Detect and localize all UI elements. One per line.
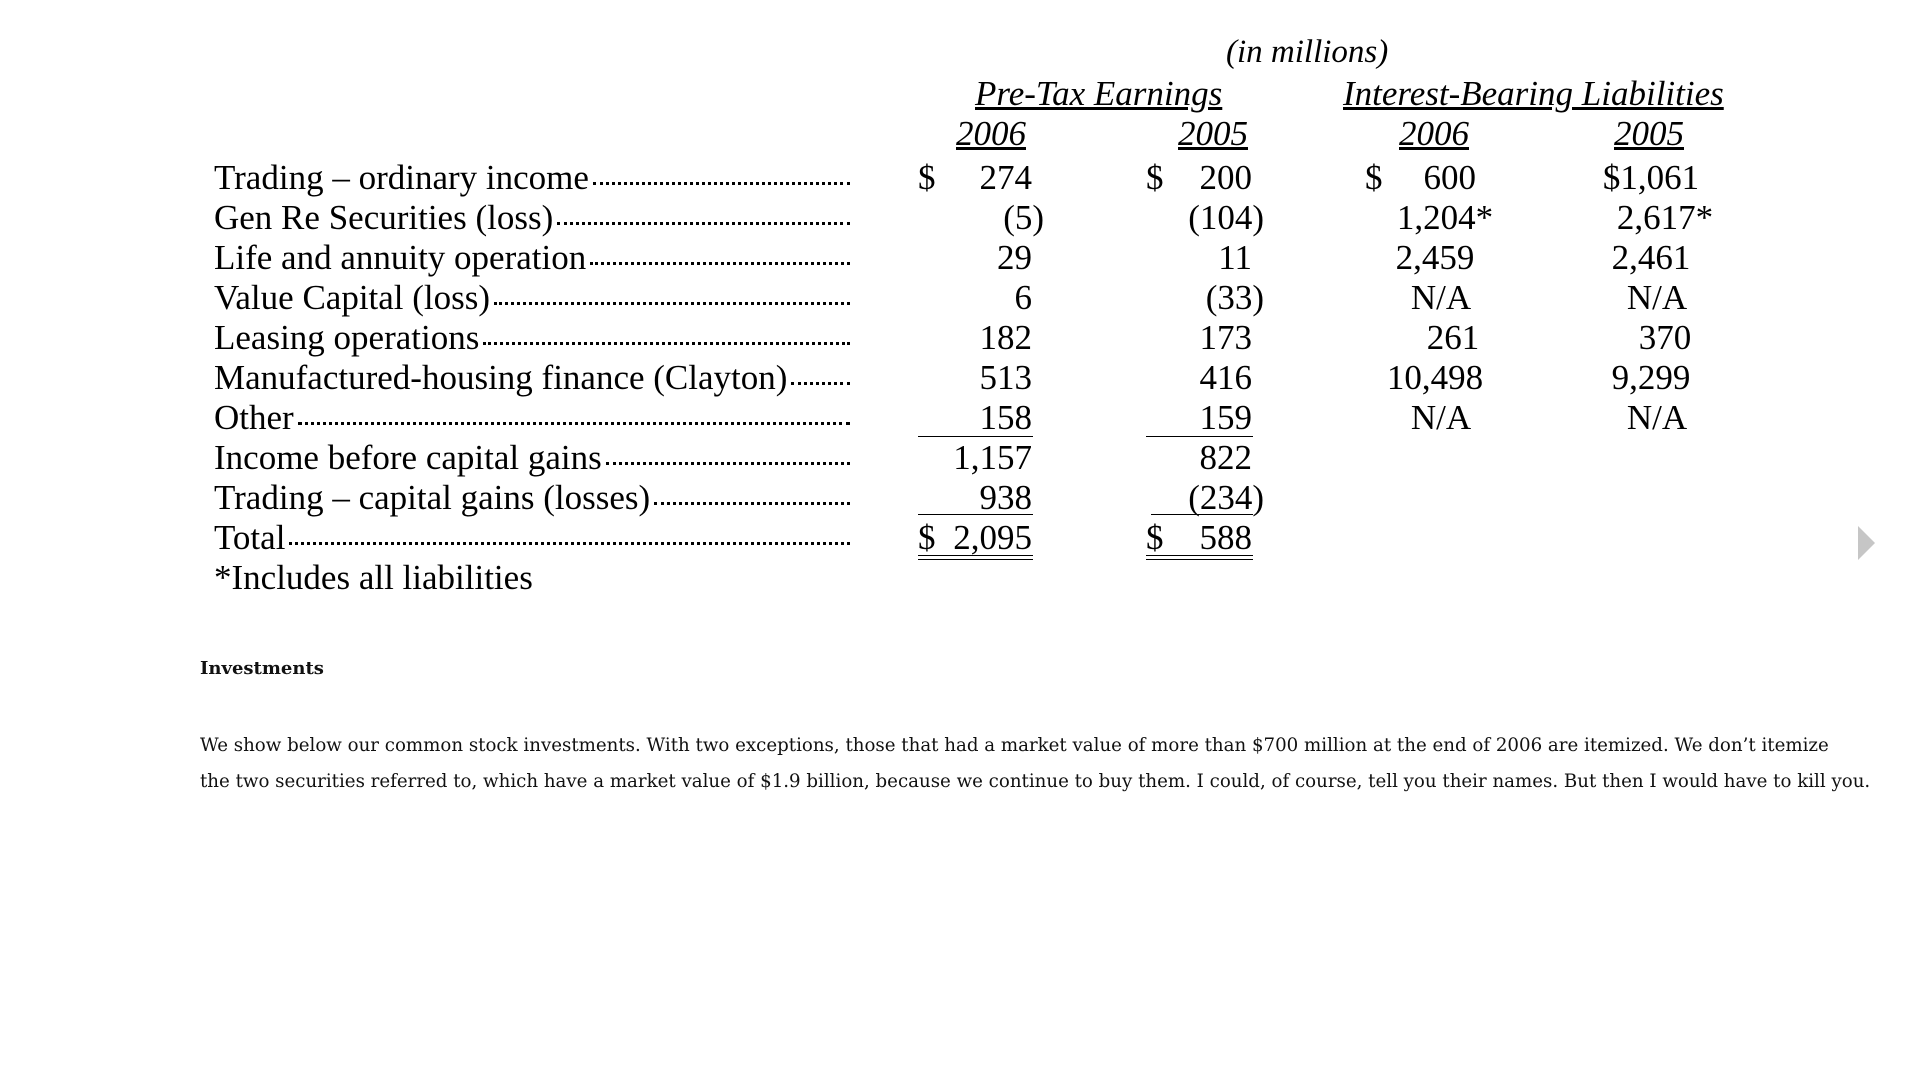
cell-liabilities-2006: 10,498 <box>1386 358 1484 397</box>
row-label-trading-capital-gains: Trading – capital gains (losses) <box>214 478 850 518</box>
row-label-leasing: Leasing operations <box>214 318 850 358</box>
group-header-interest-bearing-liabilities: Interest-Bearing Liabilities <box>1343 74 1724 113</box>
row-label-manufactured-housing: Manufactured-housing finance (Clayton) <box>214 358 850 398</box>
cell-pretax-2005: 173 <box>1199 318 1253 357</box>
paragraph-line: We show below our common stock investmen… <box>200 735 1829 756</box>
cell-liabilities-2005: 2,461 <box>1611 238 1691 277</box>
cell-liabilities-2005: N/A <box>1626 278 1688 317</box>
cell-pretax-2005: (33) <box>1205 278 1264 317</box>
cell-pretax-2005: (104) <box>1188 198 1264 237</box>
row-label-life-annuity: Life and annuity operation <box>214 238 850 278</box>
cell-pretax-2005: (234) <box>1188 478 1264 517</box>
cell-pretax-2006: 2,095 <box>953 518 1032 557</box>
year-header-liabilities-2005: 2005 <box>1614 114 1684 153</box>
year-header-pretax-2005: 2005 <box>1178 114 1248 153</box>
cell-liabilities-2006: 600 <box>1423 158 1477 197</box>
subtotal-rule <box>1151 514 1253 515</box>
row-label-text: Trading – capital gains (losses) <box>214 478 651 517</box>
dot-leader <box>605 462 850 465</box>
dot-leader <box>791 382 850 385</box>
currency-sign: $ <box>918 518 936 557</box>
cell-liabilities-2005: 370 <box>1638 318 1692 357</box>
section-heading: Investments <box>200 658 324 679</box>
body-paragraph: We show below our common stock investmen… <box>200 728 1871 800</box>
dot-leader <box>483 342 850 345</box>
next-arrow-icon[interactable] <box>1858 526 1875 560</box>
cell-pretax-2006: 274 <box>979 158 1033 197</box>
cell-pretax-2006: 158 <box>979 398 1033 437</box>
cell-liabilities-2005: $1,061 <box>1602 158 1700 197</box>
cell-liabilities-2006: 1,204* <box>1396 198 1494 237</box>
cell-pretax-2006: 182 <box>979 318 1033 357</box>
total-double-rule <box>918 555 1033 556</box>
subtotal-rule <box>918 514 1033 515</box>
total-double-rule <box>1146 559 1253 560</box>
cell-pretax-2005: 822 <box>1199 438 1253 477</box>
currency-sign: $ <box>1146 158 1164 197</box>
dot-leader <box>297 422 850 425</box>
row-label-text: Income before capital gains <box>214 438 602 477</box>
row-label-gen-re-securities: Gen Re Securities (loss) <box>214 198 850 238</box>
row-label-text: Manufactured-housing finance (Clayton) <box>214 358 788 397</box>
cell-liabilities-2006: 261 <box>1426 318 1480 357</box>
row-label-total: Total <box>214 518 850 558</box>
earnings-liabilities-table: (in millions) Pre-Tax Earnings Interest-… <box>214 34 1724 597</box>
currency-sign: $ <box>1365 158 1383 197</box>
dot-leader <box>494 302 850 305</box>
group-header-pretax-earnings: Pre-Tax Earnings <box>975 74 1223 113</box>
cell-liabilities-2005: 2,617* <box>1616 198 1714 237</box>
row-label-text: Gen Re Securities (loss) <box>214 198 554 237</box>
row-label-income-before-gains: Income before capital gains <box>214 438 850 478</box>
cell-pretax-2005: 200 <box>1199 158 1253 197</box>
dot-leader <box>289 542 850 545</box>
cell-pretax-2005: 588 <box>1199 518 1253 557</box>
currency-sign: $ <box>918 158 936 197</box>
row-label-text: Value Capital (loss) <box>214 278 491 317</box>
cell-liabilities-2006: N/A <box>1410 398 1472 437</box>
dot-leader <box>590 262 850 265</box>
cell-pretax-2006: 6 <box>1014 278 1033 317</box>
cell-pretax-2006: (5) <box>1003 198 1044 237</box>
row-label-text: Life and annuity operation <box>214 238 587 277</box>
cell-pretax-2005: 416 <box>1199 358 1253 397</box>
subtotal-rule <box>1146 436 1253 437</box>
units-caption: (in millions) <box>1226 34 1389 70</box>
table-footnote: *Includes all liabilities <box>214 558 533 597</box>
total-double-rule <box>918 559 1033 560</box>
row-label-text: Other <box>214 398 294 437</box>
dot-leader <box>557 222 850 225</box>
total-double-rule <box>1146 555 1253 556</box>
cell-pretax-2006: 1,157 <box>953 438 1032 477</box>
row-label-other: Other <box>214 398 850 438</box>
cell-pretax-2006: 513 <box>979 358 1033 397</box>
row-label-trading-ordinary-income: Trading – ordinary income <box>214 158 850 198</box>
row-label-text: Trading – ordinary income <box>214 158 589 197</box>
dot-leader <box>592 182 850 185</box>
cell-pretax-2005: 11 <box>1218 238 1252 277</box>
paragraph-line: the two securities referred to, which ha… <box>200 771 1871 792</box>
cell-pretax-2005: 159 <box>1199 398 1253 437</box>
cell-liabilities-2006: N/A <box>1410 278 1472 317</box>
cell-liabilities-2005: 9,299 <box>1611 358 1691 397</box>
cell-pretax-2006: 29 <box>997 238 1032 277</box>
dot-leader <box>654 502 850 505</box>
subtotal-rule <box>918 436 1033 437</box>
year-header-pretax-2006: 2006 <box>956 114 1026 153</box>
cell-pretax-2006: 938 <box>979 478 1033 517</box>
row-label-text: Total <box>214 518 286 557</box>
cell-liabilities-2005: N/A <box>1626 398 1688 437</box>
year-header-liabilities-2006: 2006 <box>1399 114 1469 153</box>
cell-liabilities-2006: 2,459 <box>1395 238 1475 277</box>
row-label-text: Leasing operations <box>214 318 480 357</box>
currency-sign: $ <box>1146 518 1164 557</box>
row-label-value-capital: Value Capital (loss) <box>214 278 850 318</box>
